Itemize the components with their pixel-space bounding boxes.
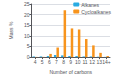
svg-text:Mass %: Mass % <box>8 21 14 39</box>
svg-text:11: 11 <box>82 59 87 65</box>
svg-text:12: 12 <box>89 59 95 65</box>
svg-text:5: 5 <box>41 59 44 65</box>
svg-text:5: 5 <box>27 43 30 49</box>
svg-text:4: 4 <box>34 59 37 65</box>
svg-text:14+: 14+ <box>102 59 111 65</box>
svg-text:Number of carbons: Number of carbons <box>49 69 92 75</box>
svg-text:8: 8 <box>62 59 65 65</box>
svg-text:6: 6 <box>48 59 51 65</box>
svg-text:13: 13 <box>96 58 103 65</box>
svg-text:0: 0 <box>27 54 30 60</box>
svg-text:20: 20 <box>24 12 30 18</box>
svg-text:25: 25 <box>24 1 30 7</box>
svg-text:Cycloalkanes: Cycloalkanes <box>81 9 111 15</box>
svg-text:Alkanes: Alkanes <box>81 2 99 8</box>
svg-text:10: 10 <box>24 33 30 39</box>
svg-text:10: 10 <box>75 59 81 65</box>
svg-text:9: 9 <box>69 59 72 65</box>
svg-text:7: 7 <box>55 59 58 65</box>
svg-text:15: 15 <box>24 22 30 28</box>
